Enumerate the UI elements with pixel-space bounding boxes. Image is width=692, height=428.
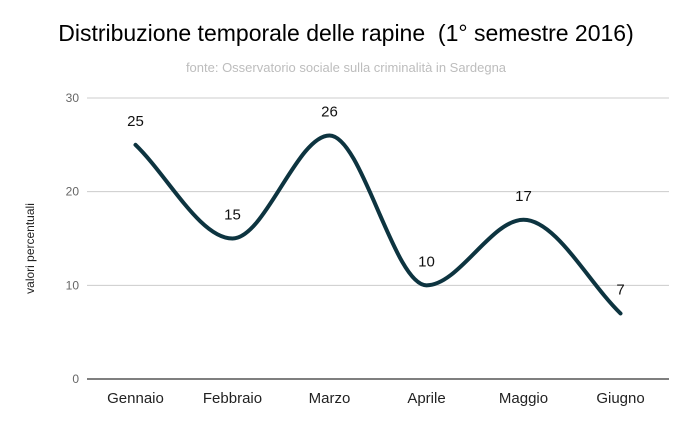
y-tick-label-10: 10 [66,278,80,292]
chart-title: Distribuzione temporale delle rapine (1°… [58,20,634,46]
x-category-label-maggio: Maggio [499,390,548,407]
y-tick-label-30: 30 [66,91,80,105]
data-label-giugno: 7 [616,281,624,298]
data-label-febbraio: 15 [224,207,241,224]
y-tick-label-0: 0 [72,372,79,386]
x-category-label-aprile: Aprile [407,390,445,407]
x-category-label-giugno: Giugno [596,390,644,407]
x-category-label-febbraio: Febbraio [203,390,262,407]
chart-subtitle: fonte: Osservatorio sociale sulla crimin… [185,60,507,75]
data-label-aprile: 10 [418,253,435,270]
y-axis-title: valori percentuali [23,203,37,294]
x-category-label-gennaio: Gennaio [107,390,164,407]
x-category-label-marzo: Marzo [309,390,351,407]
data-label-marzo: 26 [321,103,338,120]
data-label-maggio: 17 [515,188,532,205]
data-label-gennaio: 25 [127,113,144,130]
series-line [133,133,623,316]
y-tick-label-20: 20 [66,185,80,199]
